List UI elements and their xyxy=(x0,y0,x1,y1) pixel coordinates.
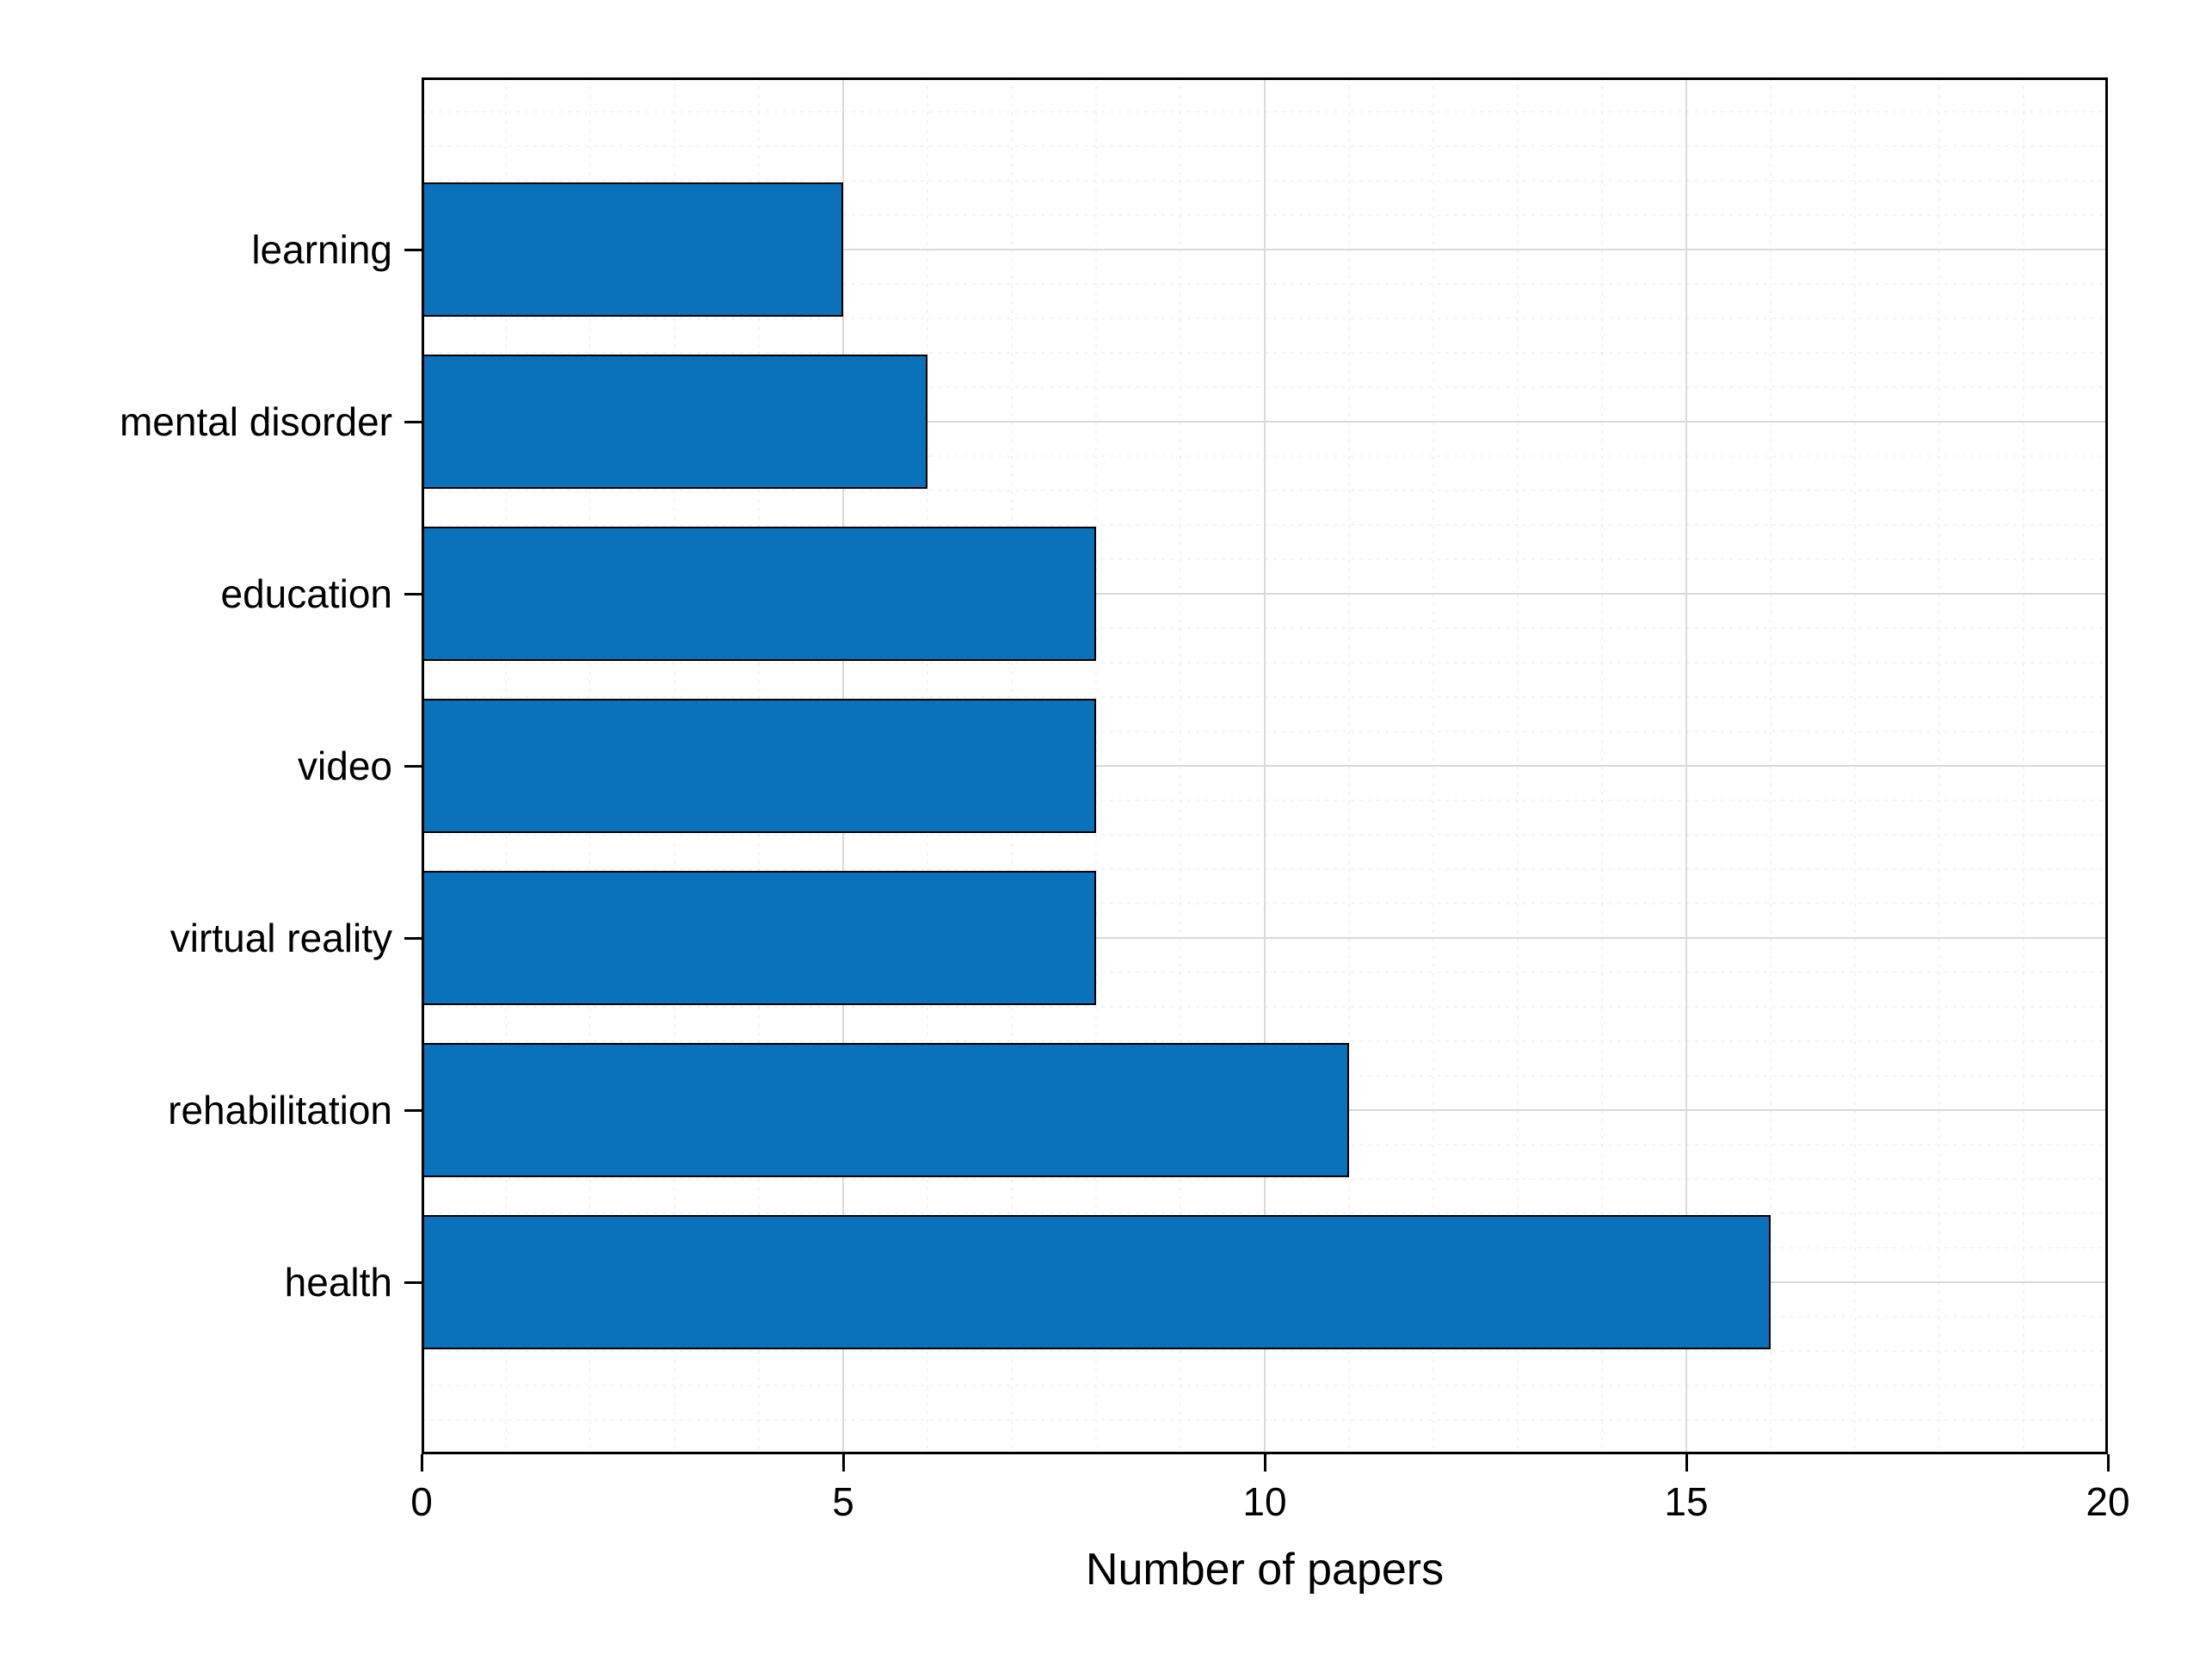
x-tick-label: 20 xyxy=(2086,1478,2129,1525)
bar xyxy=(422,182,843,317)
x-tick-label: 15 xyxy=(1664,1478,1708,1525)
plot-area xyxy=(422,77,2108,1454)
y-tick xyxy=(404,593,422,595)
y-tick-label: rehabilitation xyxy=(168,1087,392,1133)
x-tick xyxy=(421,1454,423,1472)
y-tick-label: learning xyxy=(251,226,392,273)
x-tick-label: 5 xyxy=(832,1478,854,1525)
axis-border xyxy=(2105,77,2108,1454)
y-tick xyxy=(404,249,422,251)
y-tick-label: health xyxy=(285,1259,392,1305)
y-tick-label: virtual reality xyxy=(170,915,392,961)
papers-bar-chart: 0 5 10 15 20 health rehabilitation virtual real… xyxy=(0,0,2212,1666)
bar xyxy=(422,527,1096,661)
bar xyxy=(422,871,1096,1005)
y-tick-label: mental disorder xyxy=(120,398,392,445)
x-tick xyxy=(1264,1454,1266,1472)
x-axis-label: Number of papers xyxy=(1086,1544,1444,1595)
y-tick-label: video xyxy=(298,743,392,789)
x-tick xyxy=(1685,1454,1688,1472)
y-tick xyxy=(404,421,422,423)
axis-border xyxy=(422,77,424,1454)
y-tick xyxy=(404,1109,422,1112)
y-tick xyxy=(404,765,422,768)
x-tick xyxy=(2107,1454,2110,1472)
bar xyxy=(422,355,927,489)
x-tick xyxy=(842,1454,845,1472)
bar xyxy=(422,1043,1349,1177)
axis-border xyxy=(422,77,2108,80)
y-tick-label: education xyxy=(221,571,393,617)
bar xyxy=(422,1215,1771,1349)
y-tick xyxy=(404,937,422,940)
bar xyxy=(422,699,1096,833)
x-tick-label: 10 xyxy=(1242,1478,1286,1525)
y-tick xyxy=(404,1281,422,1284)
x-tick-label: 0 xyxy=(410,1478,433,1525)
